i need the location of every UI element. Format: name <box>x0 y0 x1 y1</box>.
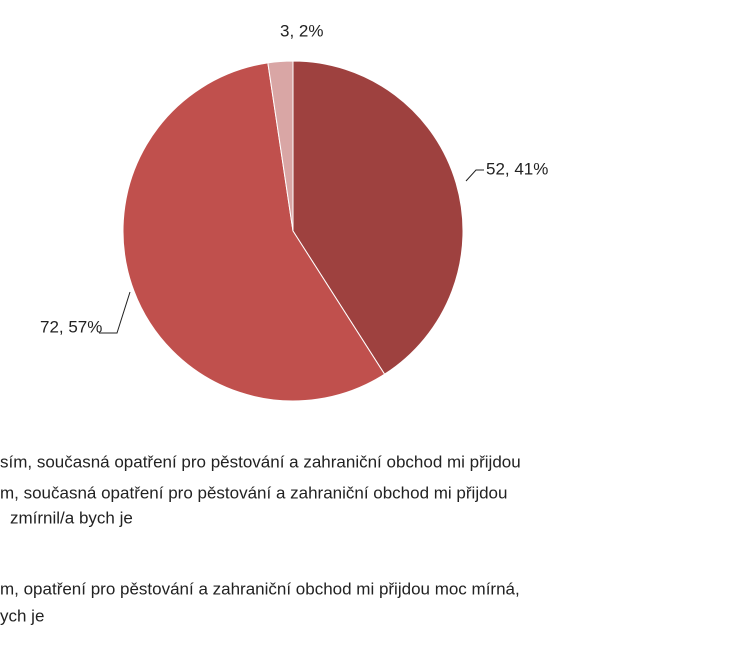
pie-slice <box>292 60 464 375</box>
legend-text: m, současná opatření pro pěstování a zah… <box>0 483 507 502</box>
legend-text: zmírnil/a bych je <box>10 508 133 527</box>
pie-slice <box>122 62 386 402</box>
legend-text: sím, současná opatření pro pěstování a z… <box>0 452 521 471</box>
leader-line <box>99 291 131 334</box>
legend-text: ych je <box>0 606 44 625</box>
data-label: 52, 41% <box>486 159 548 178</box>
legend-text: m, opatření pro pěstování a zahraniční o… <box>0 579 520 598</box>
data-label: 3, 2% <box>280 21 323 40</box>
data-label: 72, 57% <box>40 317 102 336</box>
leader-line <box>465 169 484 182</box>
pie-slice <box>267 60 294 232</box>
